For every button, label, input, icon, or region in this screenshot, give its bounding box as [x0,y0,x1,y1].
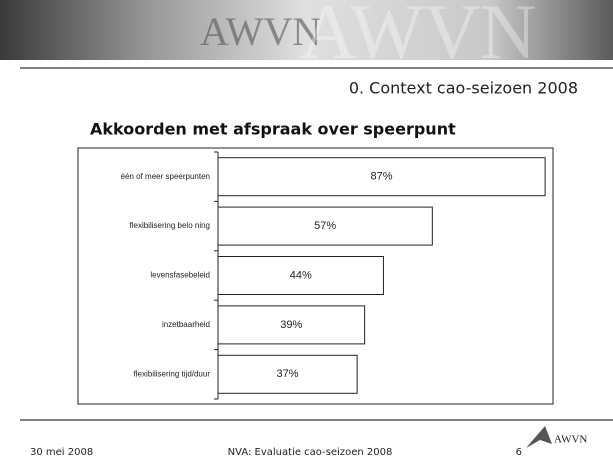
footer-title: NVA: Evaluatie cao-seizoen 2008 [228,447,393,458]
footer-date: 30 mei 2008 [30,447,93,458]
category-label: flexibilisering belo ning [130,221,211,230]
value-label: 39% [280,319,302,331]
category-label: flexibilisering tijd/duur [134,369,211,378]
value-label: 37% [277,368,299,380]
footer-logo-mark [526,426,552,448]
value-label: 87% [371,171,393,183]
banner-logo-large: AWVN [300,0,536,75]
category-label: levensfasebeleid [150,271,210,280]
value-label: 44% [290,269,312,281]
value-label: 57% [314,220,336,232]
page-number: 6 [516,447,522,458]
section-title: 0. Context cao-seizoen 2008 [349,79,578,98]
category-label: inzetbaarheid [162,320,210,329]
footer-logo: AWVN [554,434,587,446]
page: {"header": {"logo_text": "AWVN", "slide_… [0,0,613,465]
chart-title: Akkoorden met afspraak over speerpunt [90,120,456,139]
slide: AWVN AWVN 0. Context cao-seizoen 2008 Ak… [0,0,613,461]
category-label: één of meer speerpunten [121,172,210,181]
